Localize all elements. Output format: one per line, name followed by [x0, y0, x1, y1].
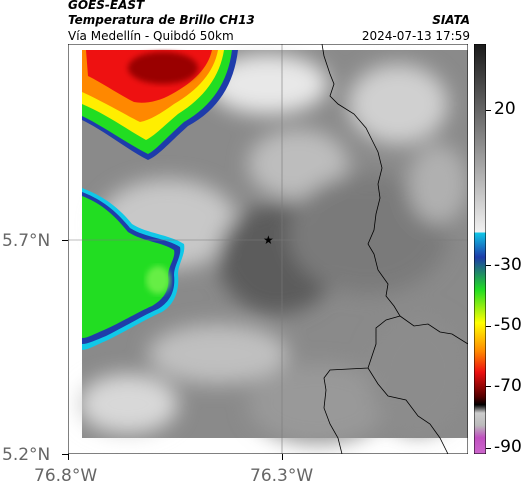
- border-line: [321, 44, 401, 454]
- colorbar-tick: [486, 326, 491, 327]
- star-icon: ★: [263, 233, 274, 247]
- convective-cloud-west: [82, 188, 185, 350]
- lon-label-76.3: 76.3°W: [250, 466, 314, 486]
- lon-label-76.8: 76.8°W: [34, 466, 98, 486]
- colorbar-tick: [486, 265, 491, 266]
- lat-label-5.7: 5.7°N: [2, 231, 51, 251]
- organization-label: SIATA: [432, 13, 470, 27]
- convective-cloud-north: [82, 50, 238, 160]
- colorbar: [474, 44, 486, 454]
- border-line-branch-2: [367, 367, 449, 454]
- border-line-branch: [399, 315, 468, 345]
- lat-tick: [62, 454, 68, 455]
- lon-tick: [282, 454, 283, 460]
- colorbar-label: -50: [494, 315, 522, 335]
- lat-label-5.2: 5.2°N: [2, 445, 51, 465]
- colorbar-tick: [486, 110, 491, 111]
- colorbar-label: 20: [494, 99, 516, 119]
- satellite-title: GOES-EAST: [68, 0, 145, 12]
- timestamp-label: 2024-07-13 17:59: [361, 29, 470, 43]
- lon-tick: [68, 454, 69, 460]
- satellite-map: ★: [68, 44, 468, 454]
- lat-tick: [62, 240, 68, 241]
- colorbar-label: -30: [494, 255, 522, 275]
- route-label: Vía Medellín - Quibdó 50km: [68, 29, 234, 43]
- colorbar-label: -90: [494, 437, 522, 457]
- colorbar-tick: [486, 386, 491, 387]
- product-title: Temperatura de Brillo CH13: [68, 13, 255, 27]
- colorbar-tick: [486, 448, 491, 449]
- colorbar-label: -70: [494, 376, 522, 396]
